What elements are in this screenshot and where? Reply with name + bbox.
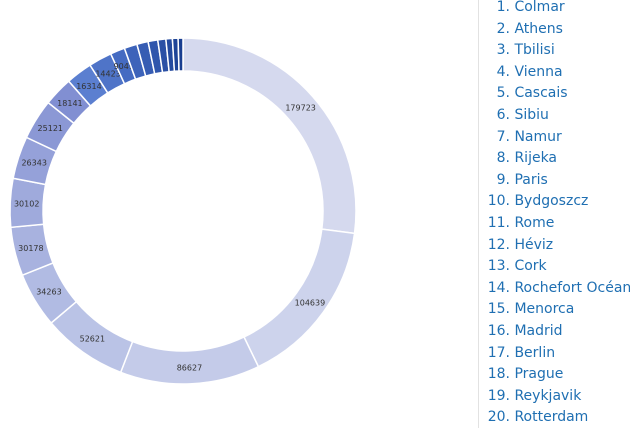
legend-item-number: 13. bbox=[487, 258, 510, 275]
legend-item-2[interactable]: 2. Athens bbox=[486, 19, 630, 41]
legend-item-4[interactable]: 4. Vienna bbox=[486, 62, 630, 84]
legend-item-number: 9. bbox=[496, 171, 510, 188]
legend-item-1[interactable]: 1. Colmar bbox=[486, 0, 630, 19]
legend-item-label: Colmar bbox=[510, 0, 565, 15]
slice-label-11: 16314 bbox=[76, 82, 101, 91]
legend-item-5[interactable]: 5. Cascais bbox=[486, 83, 630, 105]
legend-item-label: Reykjavik bbox=[510, 387, 582, 404]
legend-item-6[interactable]: 6. Sibiu bbox=[486, 105, 630, 127]
legend-item-label: Berlin bbox=[510, 344, 556, 361]
legend-item-17[interactable]: 17. Berlin bbox=[486, 343, 630, 365]
legend-item-label: Vienna bbox=[510, 63, 563, 80]
legend-item-9[interactable]: 9. Paris bbox=[486, 170, 630, 192]
slice-label-7: 30102 bbox=[14, 199, 39, 208]
donut-chart: 179723 104639 86627 52621 34263 30178 30102 263… bbox=[9, 37, 357, 385]
slice-1 bbox=[182, 37, 357, 235]
legend-item-11[interactable]: 11. Rome bbox=[486, 213, 630, 235]
legend-item-number: 7. bbox=[496, 128, 510, 145]
slice-20 bbox=[177, 37, 184, 72]
legend-item-12[interactable]: 12. Héviz bbox=[486, 235, 630, 257]
slice-label-3: 86627 bbox=[177, 363, 202, 372]
slice-label-10: 18141 bbox=[57, 99, 82, 108]
legend-item-label: Prague bbox=[510, 366, 564, 383]
slice-label-2: 104639 bbox=[295, 299, 326, 308]
legend-item-number: 17. bbox=[487, 344, 510, 361]
legend-item-label: Rochefort Océan bbox=[510, 279, 630, 296]
legend-item-label: Cascais bbox=[510, 85, 568, 102]
legend-item-number: 20. bbox=[487, 409, 510, 426]
slice-label-1: 179723 bbox=[285, 104, 316, 113]
legend-item-number: 18. bbox=[487, 366, 510, 383]
legend-item-16[interactable]: 16. Madrid bbox=[486, 321, 630, 343]
legend-item-number: 3. bbox=[496, 42, 510, 59]
legend-item-20[interactable]: 20. Rotterdam bbox=[486, 407, 630, 429]
legend-item-label: Rome bbox=[510, 214, 555, 231]
legend-item-number: 1. bbox=[496, 0, 510, 15]
legend-item-18[interactable]: 18. Prague bbox=[486, 364, 630, 386]
legend-item-number: 2. bbox=[496, 20, 510, 37]
slice-label-8: 26343 bbox=[21, 159, 46, 168]
legend-item-label: Rijeka bbox=[510, 150, 558, 167]
slice-label-4: 52621 bbox=[80, 335, 105, 344]
legend-item-label: Paris bbox=[510, 171, 548, 188]
slice-label-9: 25121 bbox=[38, 124, 63, 133]
legend-item-label: Namur bbox=[510, 128, 562, 145]
legend-item-label: Athens bbox=[510, 20, 563, 37]
legend-item-label: Héviz bbox=[510, 236, 554, 253]
legend-item-label: Sibiu bbox=[510, 106, 549, 123]
chart-legend: 1. Colmar 2. Athens 3. Tbilisi 4. Vienna 5. … bbox=[486, 0, 630, 429]
legend-item-number: 10. bbox=[487, 193, 510, 210]
legend-item-label: Madrid bbox=[510, 322, 563, 339]
legend-item-10[interactable]: 10. Bydgoszcz bbox=[486, 191, 630, 213]
legend-item-number: 4. bbox=[496, 63, 510, 80]
legend-item-19[interactable]: 19. Reykjavik bbox=[486, 386, 630, 408]
legend-item-3[interactable]: 3. Tbilisi bbox=[486, 40, 630, 62]
legend-item-number: 12. bbox=[487, 236, 510, 253]
slice-label-12: 14423 bbox=[95, 70, 120, 79]
legend-item-14[interactable]: 14. Rochefort Océan bbox=[486, 278, 630, 300]
slice-label-6: 30178 bbox=[18, 244, 43, 253]
legend-item-label: Menorca bbox=[510, 301, 575, 318]
legend-item-15[interactable]: 15. Menorca bbox=[486, 299, 630, 321]
legend-divider bbox=[478, 0, 479, 428]
legend-item-number: 14. bbox=[487, 279, 510, 296]
legend-item-number: 15. bbox=[487, 301, 510, 318]
legend-item-7[interactable]: 7. Namur bbox=[486, 127, 630, 149]
slice-label-13: 9049 bbox=[114, 62, 134, 71]
slice-3 bbox=[119, 336, 260, 385]
legend-item-label: Cork bbox=[510, 258, 547, 275]
legend-item-13[interactable]: 13. Cork bbox=[486, 256, 630, 278]
legend-item-number: 16. bbox=[487, 322, 510, 339]
slice-label-5: 34263 bbox=[36, 288, 61, 297]
legend-item-number: 5. bbox=[496, 85, 510, 102]
legend-item-number: 19. bbox=[487, 387, 510, 404]
legend-item-number: 8. bbox=[496, 150, 510, 167]
legend-item-number: 11. bbox=[487, 214, 510, 231]
legend-item-label: Bydgoszcz bbox=[510, 193, 589, 210]
legend-item-number: 6. bbox=[496, 106, 510, 123]
legend-item-label: Tbilisi bbox=[510, 42, 555, 59]
legend-item-8[interactable]: 8. Rijeka bbox=[486, 148, 630, 170]
legend-item-label: Rotterdam bbox=[510, 409, 589, 426]
